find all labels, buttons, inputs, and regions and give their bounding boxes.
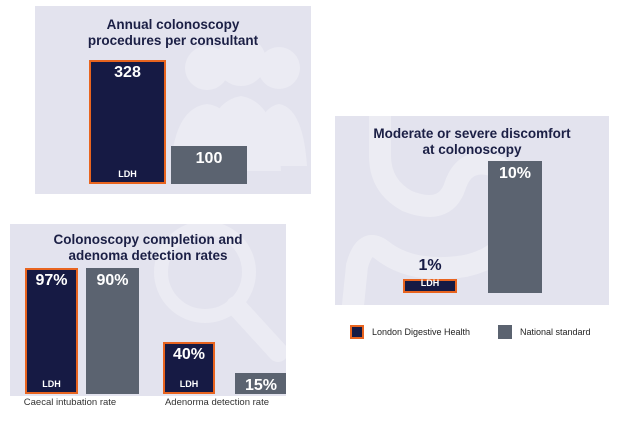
bar-label-ldh: LDH — [179, 379, 199, 389]
bar-label-ldh: LDH — [118, 169, 137, 179]
panel-completion-rates: Colonoscopy completion and adenoma detec… — [10, 224, 286, 396]
bar-national — [235, 373, 286, 394]
bar-ldh — [403, 279, 457, 293]
bar-national — [171, 146, 247, 184]
legend-swatch-national — [498, 325, 512, 339]
value-label: 328 — [114, 64, 141, 81]
chart-title: Colonoscopy completion and adenoma detec… — [53, 232, 243, 263]
value-label: 97% — [35, 272, 68, 289]
chart-title: Annual colonoscopy procedures per consul… — [87, 17, 259, 48]
bar-label-ldh: LDH — [420, 278, 440, 288]
legend-label: London Digestive Health — [372, 327, 471, 337]
value-label: 1% — [418, 257, 442, 274]
bar-national — [488, 161, 542, 293]
magnifier-icon — [154, 224, 286, 362]
bar-label-ldh: LDH — [42, 379, 61, 389]
bar-ldh — [89, 60, 166, 184]
bar-national — [86, 268, 139, 394]
legend-label: National standard — [520, 327, 591, 337]
chart-title: Moderate or severe discomfort at colonos… — [373, 126, 571, 157]
value-label: 15% — [244, 377, 278, 394]
value-label: 90% — [96, 272, 129, 289]
panel-annual-procedures: Annual colonoscopy procedures per consul… — [35, 6, 311, 194]
bar-ldh — [25, 268, 78, 394]
group-label-adenoma: Adenorma detection rate — [164, 397, 270, 408]
group-label-caecal: Caecal intubation rate — [23, 397, 117, 408]
bar-ldh — [163, 342, 215, 394]
legend-item-ldh: London Digestive Health — [350, 325, 470, 339]
value-label: 10% — [498, 165, 532, 182]
value-label: 100 — [195, 150, 223, 167]
panel-discomfort: Moderate or severe discomfort at colonos… — [335, 116, 609, 305]
value-label: 40% — [172, 346, 206, 363]
legend-item-national: National standard — [498, 325, 591, 339]
legend-swatch-ldh — [350, 325, 364, 339]
